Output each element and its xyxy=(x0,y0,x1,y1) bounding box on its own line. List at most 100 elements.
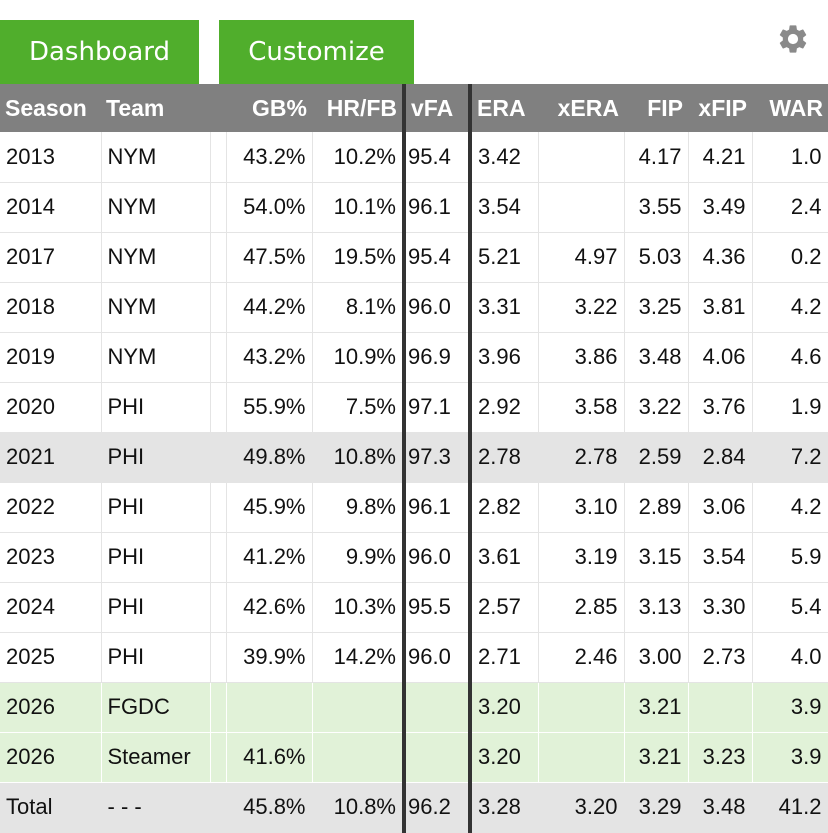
cell-gb: 41.2% xyxy=(226,532,313,583)
cell-hrfb: 19.5% xyxy=(312,232,405,283)
gear-icon[interactable] xyxy=(776,22,810,56)
cell-spacer xyxy=(210,132,227,183)
cell-hrfb: 9.8% xyxy=(312,482,405,533)
cell-season: 2019 xyxy=(0,332,102,383)
table-row: 2026 Steamer 41.6% 3.20 3.21 3.23 3.9 xyxy=(0,732,828,783)
cell-xfip: 3.49 xyxy=(688,182,753,233)
cell-xfip: 3.76 xyxy=(688,382,753,433)
cell-era: 3.28 xyxy=(468,782,539,833)
cell-fip: 4.17 xyxy=(624,132,689,183)
column-header-season[interactable]: Season xyxy=(5,94,87,121)
column-header-war[interactable]: WAR xyxy=(769,94,823,121)
cell-era: 3.31 xyxy=(468,282,539,333)
cell-gb: 47.5% xyxy=(226,232,313,283)
cell-war: 4.6 xyxy=(752,332,828,383)
table-row: 2020 PHI 55.9% 7.5% 97.1 2.92 3.58 3.22 3.76 1.9 xyxy=(0,382,828,433)
cell-spacer xyxy=(210,732,227,783)
column-header-vfa[interactable]: vFA xyxy=(402,84,470,132)
cell-war: 5.9 xyxy=(752,532,828,583)
table-row: 2026 FGDC 3.20 3.21 3.9 xyxy=(0,682,828,733)
cell-team: FGDC xyxy=(101,682,211,733)
cell-xera: 3.10 xyxy=(538,482,625,533)
cell-xfip: 3.30 xyxy=(688,582,753,633)
cell-vfa: 97.1 xyxy=(402,382,471,433)
cell-hrfb: 9.9% xyxy=(312,532,405,583)
cell-spacer xyxy=(210,782,227,833)
table-row: 2023 PHI 41.2% 9.9% 96.0 3.61 3.19 3.15 3.54 5.9 xyxy=(0,532,828,583)
cell-fip: 2.89 xyxy=(624,482,689,533)
cell-spacer xyxy=(210,232,227,283)
cell-gb: 49.8% xyxy=(226,432,313,483)
cell-vfa xyxy=(402,682,471,733)
column-header-fip[interactable]: FIP xyxy=(647,94,683,121)
cell-team: NYM xyxy=(101,182,211,233)
cell-era: 2.57 xyxy=(468,582,539,633)
table-row: 2017 NYM 47.5% 19.5% 95.4 5.21 4.97 5.03 4.36 0.2 xyxy=(0,232,828,283)
column-header-xfip[interactable]: xFIP xyxy=(698,94,747,121)
cell-xfip: 3.23 xyxy=(688,732,753,783)
cell-hrfb: 8.1% xyxy=(312,282,405,333)
column-header-xera[interactable]: xERA xyxy=(557,94,619,121)
cell-vfa: 96.0 xyxy=(402,282,471,333)
cell-season: 2022 xyxy=(0,482,102,533)
table-row: 2019 NYM 43.2% 10.9% 96.9 3.96 3.86 3.48 4.06 4.6 xyxy=(0,332,828,383)
table-row: 2022 PHI 45.9% 9.8% 96.1 2.82 3.10 2.89 3.06 4.2 xyxy=(0,482,828,533)
cell-xera: 3.22 xyxy=(538,282,625,333)
cell-season: 2017 xyxy=(0,232,102,283)
cell-season: 2020 xyxy=(0,382,102,433)
cell-fip: 2.59 xyxy=(624,432,689,483)
column-header-spacer xyxy=(210,84,226,132)
cell-era: 3.20 xyxy=(468,732,539,783)
cell-season: 2023 xyxy=(0,532,102,583)
cell-gb: 45.9% xyxy=(226,482,313,533)
cell-vfa: 96.1 xyxy=(402,182,471,233)
cell-xera: 3.86 xyxy=(538,332,625,383)
cell-era: 3.42 xyxy=(468,132,539,183)
cell-team: NYM xyxy=(101,332,211,383)
cell-season: 2021 xyxy=(0,432,102,483)
cell-gb: 39.9% xyxy=(226,632,313,683)
cell-fip: 5.03 xyxy=(624,232,689,283)
cell-war: 0.2 xyxy=(752,232,828,283)
cell-xfip: 3.06 xyxy=(688,482,753,533)
cell-season: 2026 xyxy=(0,732,102,783)
cell-hrfb: 10.3% xyxy=(312,582,405,633)
cell-spacer xyxy=(210,532,227,583)
cell-xera xyxy=(538,132,625,183)
cell-era: 5.21 xyxy=(468,232,539,283)
cell-team: NYM xyxy=(101,232,211,283)
cell-season: 2025 xyxy=(0,632,102,683)
table-row: 2021 PHI 49.8% 10.8% 97.3 2.78 2.78 2.59 2.84 7.2 xyxy=(0,432,828,483)
top-bar: Dashboard Customize xyxy=(0,0,828,84)
cell-xfip: 2.73 xyxy=(688,632,753,683)
cell-spacer xyxy=(210,682,227,733)
cell-fip: 3.15 xyxy=(624,532,689,583)
cell-fip: 3.25 xyxy=(624,282,689,333)
cell-gb: 45.8% xyxy=(226,782,313,833)
cell-gb: 55.9% xyxy=(226,382,313,433)
cell-fip: 3.00 xyxy=(624,632,689,683)
cell-xera: 2.85 xyxy=(538,582,625,633)
cell-hrfb xyxy=(312,682,405,733)
cell-spacer xyxy=(210,382,227,433)
column-header-hrfb[interactable]: HR/FB xyxy=(326,94,397,121)
cell-spacer xyxy=(210,182,227,233)
column-header-team[interactable]: Team xyxy=(106,94,165,121)
cell-vfa: 96.0 xyxy=(402,532,471,583)
cell-xfip xyxy=(688,682,753,733)
table-header-row: Season Team GB% HR/FB vFA ERA xERA FIP x… xyxy=(0,84,828,132)
cell-hrfb: 14.2% xyxy=(312,632,405,683)
cell-vfa: 96.2 xyxy=(402,782,471,833)
tab-customize[interactable]: Customize xyxy=(219,20,414,84)
cell-fip: 3.21 xyxy=(624,732,689,783)
cell-xera xyxy=(538,732,625,783)
tab-dashboard[interactable]: Dashboard xyxy=(0,20,199,84)
cell-xera: 3.58 xyxy=(538,382,625,433)
column-header-gb[interactable]: GB% xyxy=(252,94,307,121)
cell-xfip: 4.21 xyxy=(688,132,753,183)
cell-xfip: 2.84 xyxy=(688,432,753,483)
column-header-era[interactable]: ERA xyxy=(468,84,538,132)
cell-fip: 3.22 xyxy=(624,382,689,433)
cell-vfa xyxy=(402,732,471,783)
cell-war: 1.0 xyxy=(752,132,828,183)
